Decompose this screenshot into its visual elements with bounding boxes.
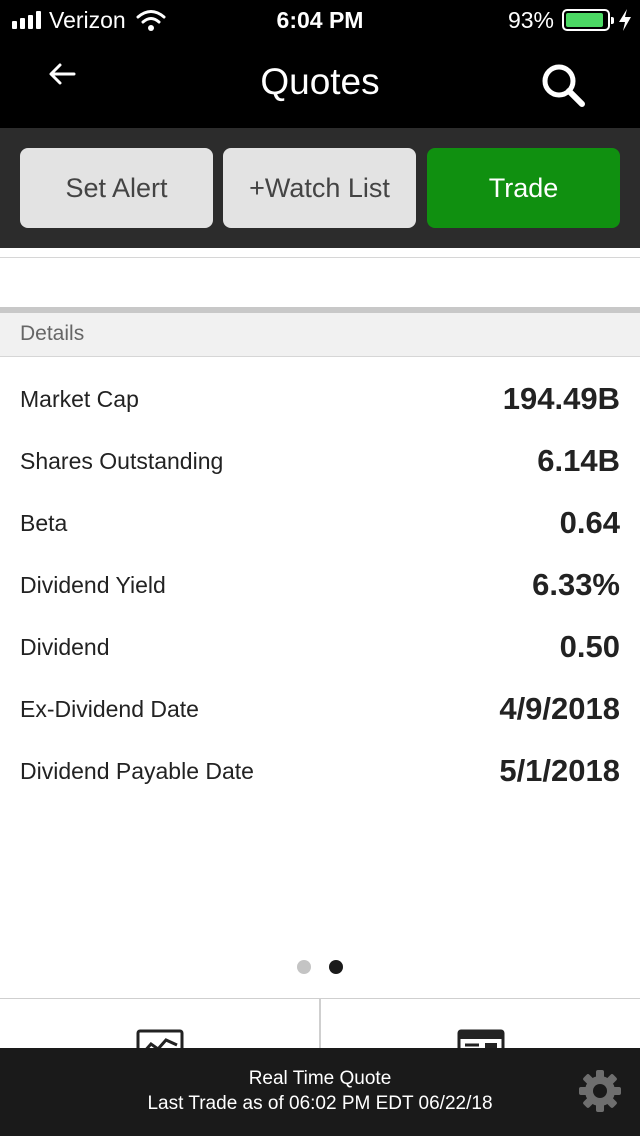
set-alert-button[interactable]: Set Alert [20, 148, 213, 228]
quote-footer: Real Time Quote Last Trade as of 06:02 P… [0, 1048, 640, 1136]
detail-label: Shares Outstanding [20, 448, 224, 474]
battery-icon [562, 9, 614, 31]
carrier-name: Verizon [49, 6, 126, 33]
add-watch-list-button[interactable]: +Watch List [223, 148, 416, 228]
detail-label: Beta [20, 510, 68, 536]
detail-value: 194.49B [502, 381, 620, 416]
chart-icon [136, 1029, 184, 1048]
detail-value: 6.33% [532, 567, 620, 602]
battery-cap [611, 17, 614, 24]
trade-button[interactable]: Trade [427, 148, 620, 228]
real-time-quote-label: Real Time Quote [248, 1068, 392, 1089]
detail-label: Dividend [20, 634, 110, 660]
section-divider [0, 307, 640, 313]
detail-value: 0.50 [559, 629, 620, 664]
action-bar: Set Alert +Watch List Trade [0, 128, 640, 248]
back-arrow-icon [49, 63, 76, 85]
detail-value: 5/1/2018 [499, 753, 620, 788]
status-left: Verizon [12, 6, 166, 34]
back-button[interactable] [40, 54, 84, 94]
detail-row-shares-outstanding: Shares Outstanding 6.14B [0, 430, 640, 492]
status-bar: Verizon 6:04 PM 93% [0, 0, 640, 40]
charging-bolt-icon [619, 9, 631, 31]
page-dot-2[interactable] [329, 960, 343, 974]
gear-icon[interactable] [577, 1068, 623, 1114]
details-header-label: Details [20, 322, 85, 345]
detail-row-ex-dividend-date: Ex-Dividend Date 4/9/2018 [0, 678, 640, 740]
detail-row-dividend-payable-date: Dividend Payable Date 5/1/2018 [0, 740, 640, 802]
detail-value: 0.64 [559, 505, 620, 540]
last-trade-timestamp: Last Trade as of 06:02 PM EDT 06/22/18 [147, 1093, 493, 1114]
signal-icon [12, 11, 41, 29]
detail-row-beta: Beta 0.64 [0, 492, 640, 554]
battery-fill [566, 13, 604, 27]
detail-value: 6.14B [537, 443, 620, 478]
detail-label: Ex-Dividend Date [20, 696, 199, 722]
tab-news[interactable] [321, 999, 640, 1048]
page-dot-1[interactable] [297, 960, 311, 974]
nav-bar: Quotes [0, 40, 640, 128]
divider [0, 257, 640, 258]
details-section-header: Details [0, 313, 640, 357]
detail-value: 4/9/2018 [499, 691, 620, 726]
detail-row-dividend-yield: Dividend Yield 6.33% [0, 554, 640, 616]
status-right: 93% [508, 6, 632, 34]
battery-percent: 93% [507, 6, 554, 33]
tab-strip [0, 998, 640, 1048]
detail-label: Dividend Payable Date [20, 758, 254, 784]
wifi-icon [136, 10, 166, 31]
page-indicator [0, 960, 640, 976]
tab-chart[interactable] [0, 999, 319, 1048]
detail-label: Market Cap [20, 386, 139, 412]
news-icon [457, 1029, 505, 1048]
detail-row-market-cap: Market Cap 194.49B [0, 368, 640, 430]
tab-divider [319, 999, 321, 1048]
detail-row-dividend: Dividend 0.50 [0, 616, 640, 678]
detail-label: Dividend Yield [20, 572, 166, 598]
search-icon[interactable] [538, 60, 588, 110]
